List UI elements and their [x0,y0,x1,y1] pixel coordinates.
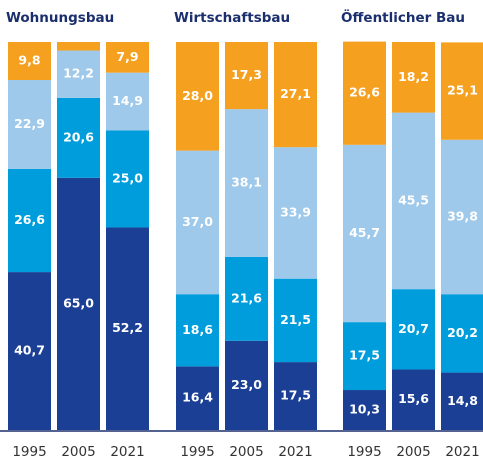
value-label: 45,7 [349,225,380,240]
x-tick-label: 2005 [61,444,95,460]
panel-title: Öffentlicher Bau [341,8,465,26]
bar-segment [274,42,317,148]
value-label: 25,0 [112,170,143,185]
x-tick-label: 2005 [396,444,430,460]
value-label: 18,2 [398,69,429,84]
bar-segment [392,289,435,370]
value-label: 14,8 [447,393,478,408]
panel-title: Wirtschaftsbau [174,10,290,26]
x-tick-label: 2021 [445,444,479,460]
value-label: 21,6 [231,290,262,305]
value-label: 40,7 [14,343,45,358]
bar-segment [343,322,386,391]
x-tick-label: 1995 [12,444,46,460]
value-label: 65,0 [63,295,94,310]
value-label: 28,0 [182,88,213,103]
value-label: 16,4 [182,390,213,405]
value-label: 20,6 [63,129,94,144]
value-label: 33,9 [280,204,311,219]
bar-segment [176,294,219,367]
bar-segment [106,42,149,73]
bar-segment [392,42,435,113]
bar-segment [343,41,386,145]
value-label: 38,1 [231,175,262,190]
bar-segment [225,340,268,430]
value-label: 21,5 [280,312,311,327]
value-label: 9,8 [18,53,40,68]
value-label: 17,3 [231,67,262,82]
bar-segment [57,42,100,51]
bar-segment [343,144,386,323]
bar-segment [8,168,51,273]
bar-segment [392,369,435,430]
bar-segment [176,42,219,151]
value-label: 45,5 [398,192,429,207]
value-label: 17,5 [349,348,380,363]
bar-segment [392,112,435,290]
value-label: 14,9 [112,93,143,108]
value-label: 17,5 [280,388,311,403]
value-label: 15,6 [398,391,429,406]
bar-segment [441,139,483,295]
bar-segment [106,227,149,430]
bar-segment [106,130,149,228]
panel-title: Wohnungsbau [6,10,114,26]
value-label: 27,1 [280,86,311,101]
bar-segment [441,372,483,430]
bar-segment [176,150,219,295]
x-tick-label: 1995 [180,444,214,460]
value-label: 26,6 [14,212,45,227]
x-tick-label: 2005 [229,444,263,460]
value-label: 39,8 [447,208,478,223]
value-label: 37,0 [182,214,213,229]
bar-segment [8,42,51,81]
bar-segment [274,278,317,363]
value-label: 10,3 [349,402,380,417]
bar-segment [441,42,483,140]
bar-segment [176,366,219,430]
x-tick-label: 1995 [347,444,381,460]
x-tick-label: 2021 [278,444,312,460]
bar-segment [57,50,100,98]
bar-segment [343,390,386,430]
value-label: 7,9 [116,49,138,64]
x-tick-label: 2021 [110,444,144,460]
bar-segment [8,272,51,430]
bar-segment [57,177,100,430]
bar-segment [57,97,100,178]
bar-segment [106,72,149,131]
bar-segment [225,256,268,341]
bar-segment [441,294,483,373]
bar-segment [225,109,268,257]
value-label: 25,1 [447,83,478,98]
value-label: 18,6 [182,322,213,337]
bar-segment [225,42,268,110]
value-label: 22,9 [14,116,45,131]
bar-segment [8,80,51,169]
value-label: 26,6 [349,85,380,100]
value-label: 20,2 [447,325,478,340]
value-label: 12,2 [63,66,94,81]
value-label: 23,0 [231,377,262,392]
value-label: 52,2 [112,320,143,335]
value-label: 2,2 [67,27,89,42]
bar-segment [274,147,317,279]
value-label: 20,7 [398,321,429,336]
bar-segment [274,362,317,430]
